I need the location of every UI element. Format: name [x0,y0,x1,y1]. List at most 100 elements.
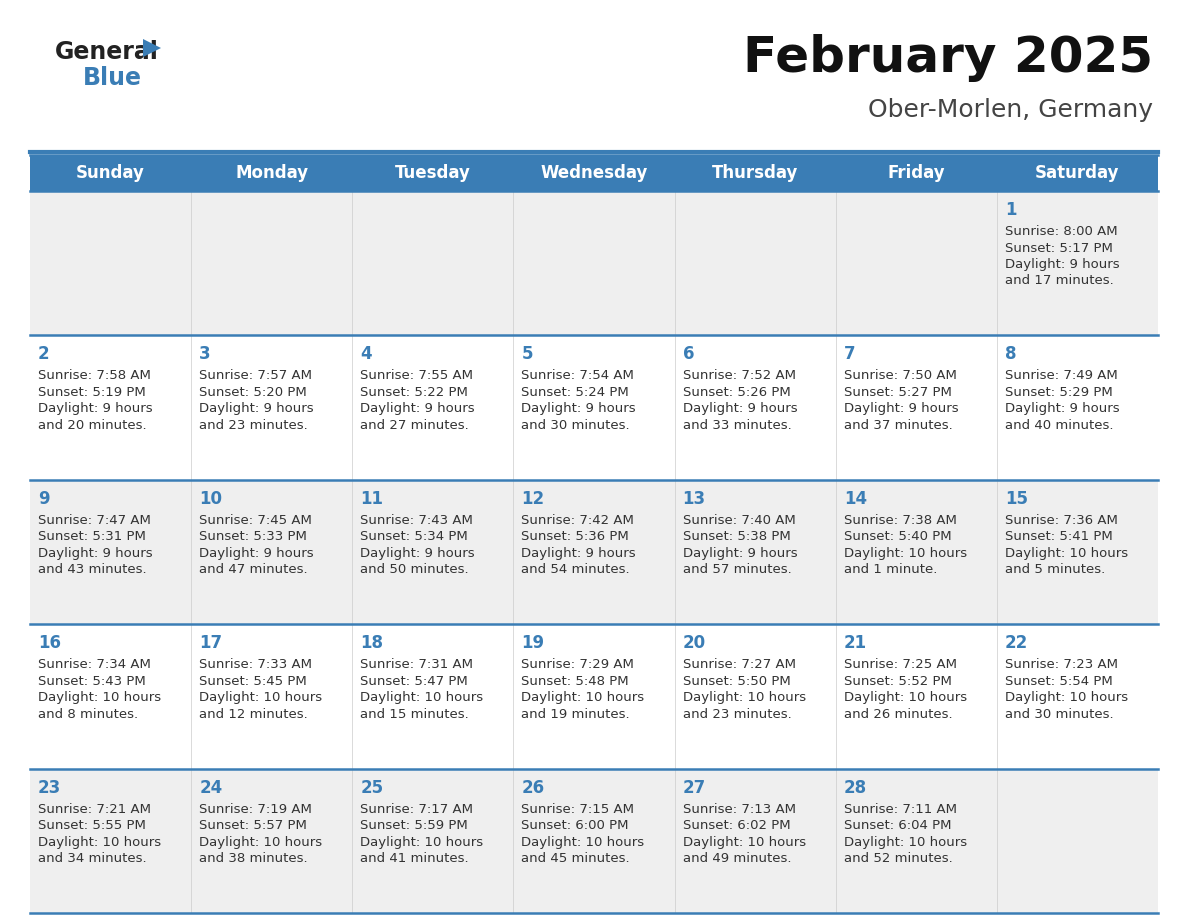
Text: Daylight: 10 hours: Daylight: 10 hours [843,547,967,560]
Text: and 38 minutes.: and 38 minutes. [200,852,308,865]
Text: Sunrise: 7:13 AM: Sunrise: 7:13 AM [683,802,796,815]
Text: 20: 20 [683,634,706,652]
Text: 21: 21 [843,634,867,652]
Text: Sunrise: 7:25 AM: Sunrise: 7:25 AM [843,658,956,671]
Text: and 27 minutes.: and 27 minutes. [360,419,469,431]
Text: Sunset: 5:31 PM: Sunset: 5:31 PM [38,531,146,543]
Text: Sunset: 5:45 PM: Sunset: 5:45 PM [200,675,307,688]
Text: Sunset: 6:00 PM: Sunset: 6:00 PM [522,819,628,832]
Text: Sunset: 5:38 PM: Sunset: 5:38 PM [683,531,790,543]
Text: Sunrise: 7:54 AM: Sunrise: 7:54 AM [522,369,634,383]
Text: Sunrise: 7:27 AM: Sunrise: 7:27 AM [683,658,796,671]
Text: Sunrise: 7:45 AM: Sunrise: 7:45 AM [200,514,312,527]
Text: Sunset: 5:20 PM: Sunset: 5:20 PM [200,386,307,399]
Text: and 15 minutes.: and 15 minutes. [360,708,469,721]
Text: and 45 minutes.: and 45 minutes. [522,852,630,865]
Text: Saturday: Saturday [1035,164,1119,182]
Text: Sunset: 5:17 PM: Sunset: 5:17 PM [1005,241,1113,254]
Text: and 57 minutes.: and 57 minutes. [683,564,791,577]
Text: and 54 minutes.: and 54 minutes. [522,564,630,577]
Text: Sunrise: 7:15 AM: Sunrise: 7:15 AM [522,802,634,815]
Text: 15: 15 [1005,490,1028,508]
Text: 13: 13 [683,490,706,508]
Text: Daylight: 10 hours: Daylight: 10 hours [683,691,805,704]
Text: 19: 19 [522,634,544,652]
Text: Daylight: 9 hours: Daylight: 9 hours [683,547,797,560]
Text: and 20 minutes.: and 20 minutes. [38,419,146,431]
Text: Daylight: 9 hours: Daylight: 9 hours [522,547,636,560]
Text: and 43 minutes.: and 43 minutes. [38,564,146,577]
Text: Daylight: 10 hours: Daylight: 10 hours [38,835,162,848]
Text: 1: 1 [1005,201,1017,219]
Text: Tuesday: Tuesday [394,164,470,182]
Text: Sunrise: 7:17 AM: Sunrise: 7:17 AM [360,802,473,815]
Text: Daylight: 10 hours: Daylight: 10 hours [38,691,162,704]
Text: Sunset: 5:57 PM: Sunset: 5:57 PM [200,819,307,832]
Text: Daylight: 9 hours: Daylight: 9 hours [843,402,959,416]
Text: Daylight: 10 hours: Daylight: 10 hours [683,835,805,848]
Text: 11: 11 [360,490,384,508]
Text: Daylight: 10 hours: Daylight: 10 hours [522,835,645,848]
Text: and 12 minutes.: and 12 minutes. [200,708,308,721]
Text: Sunrise: 7:31 AM: Sunrise: 7:31 AM [360,658,473,671]
Text: Sunset: 5:50 PM: Sunset: 5:50 PM [683,675,790,688]
Text: Sunset: 5:41 PM: Sunset: 5:41 PM [1005,531,1113,543]
Text: Sunset: 5:24 PM: Sunset: 5:24 PM [522,386,630,399]
Text: 10: 10 [200,490,222,508]
Text: Daylight: 10 hours: Daylight: 10 hours [843,835,967,848]
Text: Daylight: 9 hours: Daylight: 9 hours [522,402,636,416]
Text: Sunset: 5:22 PM: Sunset: 5:22 PM [360,386,468,399]
Text: Sunset: 6:04 PM: Sunset: 6:04 PM [843,819,952,832]
Text: Sunrise: 7:52 AM: Sunrise: 7:52 AM [683,369,796,383]
Text: Daylight: 10 hours: Daylight: 10 hours [522,691,645,704]
Text: Sunset: 5:47 PM: Sunset: 5:47 PM [360,675,468,688]
Text: Sunrise: 7:34 AM: Sunrise: 7:34 AM [38,658,151,671]
Polygon shape [143,39,162,57]
Text: Daylight: 10 hours: Daylight: 10 hours [1005,547,1127,560]
Text: Daylight: 9 hours: Daylight: 9 hours [360,547,475,560]
Text: and 1 minute.: and 1 minute. [843,564,937,577]
Text: Sunrise: 7:11 AM: Sunrise: 7:11 AM [843,802,956,815]
Text: Daylight: 9 hours: Daylight: 9 hours [200,547,314,560]
Text: 3: 3 [200,345,210,364]
Text: Sunset: 5:52 PM: Sunset: 5:52 PM [843,675,952,688]
Text: Sunrise: 7:47 AM: Sunrise: 7:47 AM [38,514,151,527]
Text: Sunrise: 7:23 AM: Sunrise: 7:23 AM [1005,658,1118,671]
Text: 14: 14 [843,490,867,508]
Text: February 2025: February 2025 [742,34,1154,82]
Text: Sunset: 5:54 PM: Sunset: 5:54 PM [1005,675,1113,688]
Text: and 23 minutes.: and 23 minutes. [200,419,308,431]
Bar [30,768,1158,913]
Text: Sunset: 5:26 PM: Sunset: 5:26 PM [683,386,790,399]
Text: Sunrise: 7:40 AM: Sunrise: 7:40 AM [683,514,795,527]
Text: 22: 22 [1005,634,1028,652]
Text: Sunrise: 7:55 AM: Sunrise: 7:55 AM [360,369,473,383]
Text: Daylight: 9 hours: Daylight: 9 hours [683,402,797,416]
Bar [30,335,1158,480]
Bar [30,155,1158,191]
Text: 16: 16 [38,634,61,652]
Text: 18: 18 [360,634,384,652]
Text: Sunset: 5:34 PM: Sunset: 5:34 PM [360,531,468,543]
Text: and 30 minutes.: and 30 minutes. [522,419,630,431]
Text: Sunset: 5:19 PM: Sunset: 5:19 PM [38,386,146,399]
Text: Sunrise: 7:38 AM: Sunrise: 7:38 AM [843,514,956,527]
Text: Daylight: 10 hours: Daylight: 10 hours [1005,691,1127,704]
Text: Sunset: 5:33 PM: Sunset: 5:33 PM [200,531,307,543]
Text: and 30 minutes.: and 30 minutes. [1005,708,1113,721]
Text: 27: 27 [683,778,706,797]
Text: Thursday: Thursday [712,164,798,182]
Bar [30,191,1158,335]
Text: 26: 26 [522,778,544,797]
Bar [30,480,1158,624]
Text: and 23 minutes.: and 23 minutes. [683,708,791,721]
Text: Sunset: 5:59 PM: Sunset: 5:59 PM [360,819,468,832]
Text: Blue: Blue [83,66,143,90]
Text: Friday: Friday [887,164,946,182]
Text: 8: 8 [1005,345,1017,364]
Text: Sunday: Sunday [76,164,145,182]
Text: Daylight: 9 hours: Daylight: 9 hours [200,402,314,416]
Text: Ober-Morlen, Germany: Ober-Morlen, Germany [868,98,1154,122]
Text: and 52 minutes.: and 52 minutes. [843,852,953,865]
Text: 25: 25 [360,778,384,797]
